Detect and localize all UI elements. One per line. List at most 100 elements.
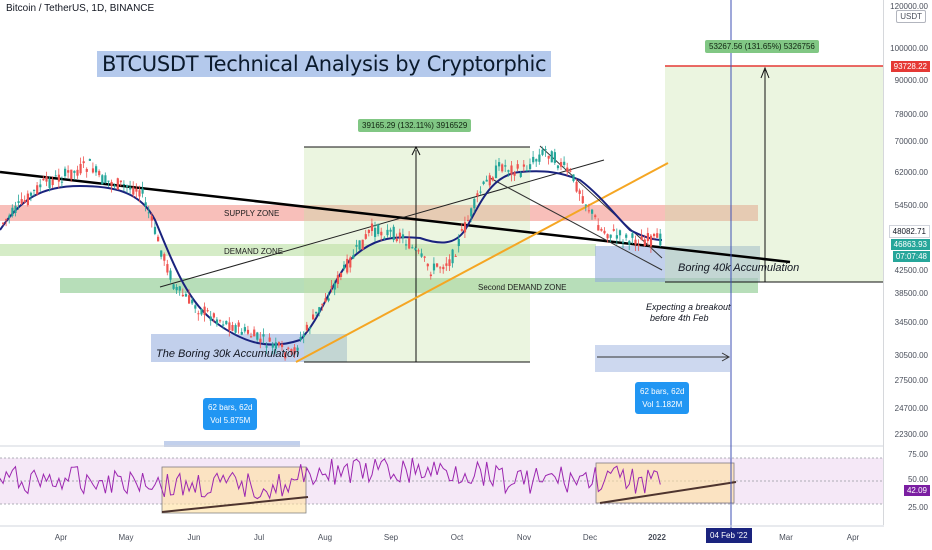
second-demand-zone [60,278,758,293]
candle-body [240,331,243,335]
candle-body [73,170,76,173]
candle-body [150,216,153,221]
candle-body [370,223,374,232]
candle-body [367,229,370,233]
candle-body [622,241,625,243]
candle-body [60,181,64,183]
price-tick: 27500.00 [894,376,928,385]
candle-body [321,303,324,306]
boring-30k-label: The Boring 30k Accumulation [156,348,300,360]
time-tick: Mar [779,533,793,542]
candle-body [482,181,485,184]
date-marker-label: 04 Feb '22 [706,528,752,543]
price-tick: 24700.00 [894,404,928,413]
currency-unit[interactable]: USDT [896,10,926,23]
candle-body [649,235,653,247]
candle-body [408,238,411,249]
candle-body [256,332,259,340]
candle-body [525,170,529,172]
candle-body [578,190,581,194]
measure-label-mid: 39165.29 (132.11%) 3916529 [358,119,472,132]
candle-body [637,244,640,246]
candle-body [339,272,343,277]
candle-body [147,212,150,214]
candle-body [417,250,420,252]
candle-body [191,299,194,304]
price-tick: 34500.00 [894,318,928,327]
candle-body [457,238,460,247]
candle-body [160,250,163,257]
bars-info-right: 62 bars, 62d Vol 1.182M [635,382,690,414]
candle-body [442,266,445,270]
candle-body [352,255,355,259]
candle-body [91,168,95,173]
black-trendline [0,170,791,264]
candle-body [473,198,476,209]
candle-body [67,170,70,173]
price-tick: 42500.00 [894,266,928,275]
candle-body [23,200,26,203]
candle-body [488,175,491,186]
page-title: BTCUSDT Technical Analysis by Cryptorphi… [97,51,552,77]
candle-body [640,236,643,241]
target-price-tag: 93728.22 [890,61,930,72]
candle-body [305,324,308,331]
candle-body [265,346,268,348]
candle-body [132,187,135,195]
candle-body [153,226,157,234]
price-axis[interactable]: USDT [883,0,932,525]
candle-body [429,274,432,277]
candle-body [107,180,110,182]
candle-body [5,219,8,221]
candle-body [485,179,488,182]
candle-body [119,180,122,183]
candle-body [625,234,628,238]
candle-body [612,229,615,231]
candle-body [135,188,138,192]
candle-body [656,233,659,238]
candle-body [113,185,116,187]
candle-body [535,159,538,162]
price-tick: 54500.00 [894,201,928,210]
demand-zone-label: DEMAND ZONE [224,247,284,256]
bars-info-right-line1: 62 bars, 62d [640,387,685,396]
candle-body [659,233,662,246]
price-tag-high: 48082.71 [888,225,930,238]
candle-body [628,240,631,245]
price-tick: 78000.00 [894,110,928,119]
candle-body [203,306,206,315]
candle-body [653,233,656,237]
candle-body [88,159,91,161]
candle-body [219,320,222,322]
candle-body [222,324,225,326]
candle-body [64,168,67,177]
candle-body [615,235,618,239]
candle-body [262,334,265,337]
candle-body [200,308,203,315]
rsi-line [0,457,661,500]
channel-line [159,159,605,288]
candle-body [584,204,587,206]
candle-body [364,234,367,239]
candle-body [451,249,454,264]
candle-body [423,256,426,258]
candle-body [395,238,398,242]
candle-body [460,229,463,231]
time-tick: Apr [846,533,860,542]
candle-body [293,347,296,355]
candle-body [284,352,287,359]
time-tick: Jul [253,533,265,542]
candle-body [206,310,209,312]
candle-body [420,253,423,257]
candle-body [36,185,39,195]
time-tick: Sep [383,533,399,542]
candle-body [246,329,250,334]
candle-body [346,258,349,273]
bars-info-left-line2: Vol 5.875M [210,416,251,425]
candle-body [54,175,57,177]
candle-body [302,334,305,338]
candle-body [315,311,318,314]
candle-body [85,168,88,172]
candle-body [448,259,451,267]
